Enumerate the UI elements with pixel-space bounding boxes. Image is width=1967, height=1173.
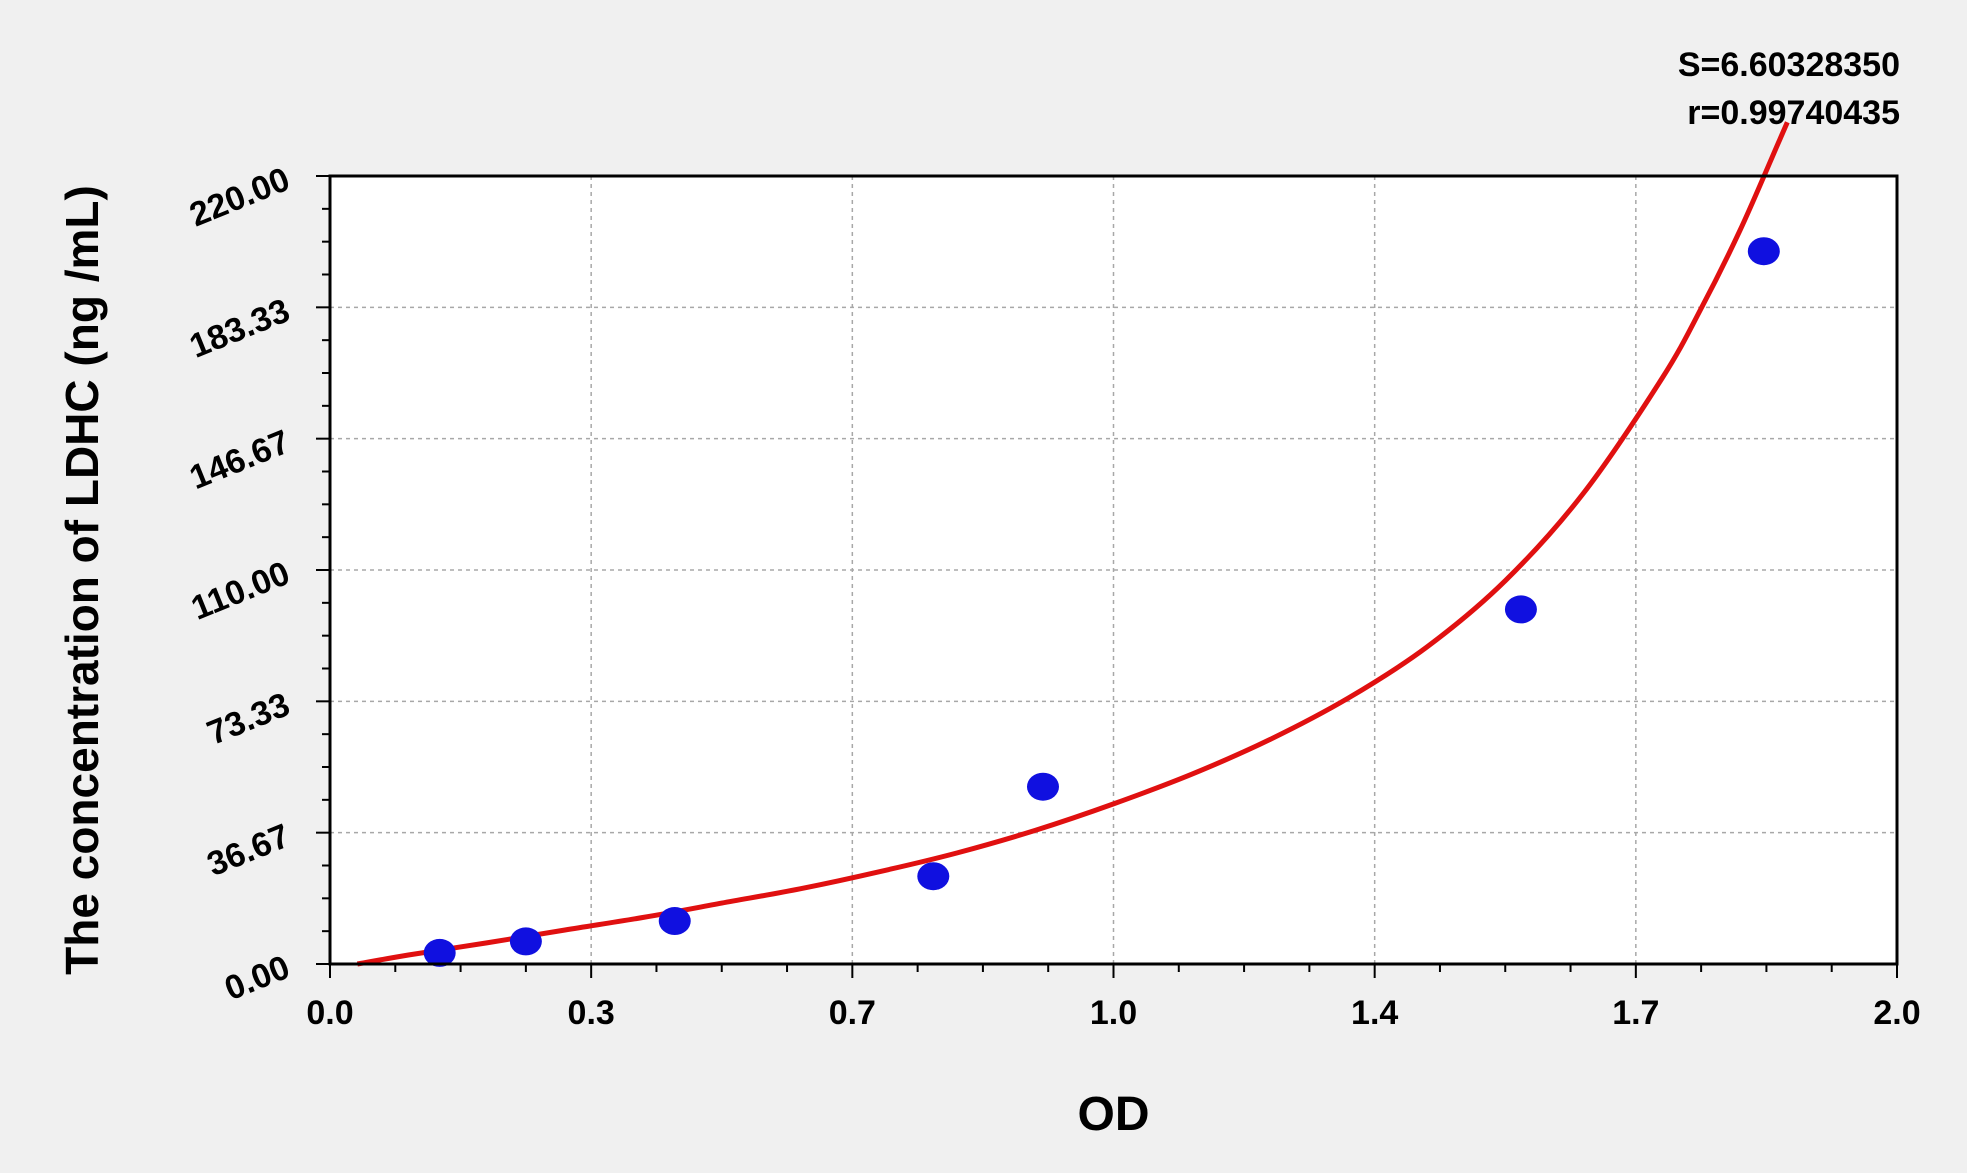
data-point — [509, 927, 542, 956]
x-tick-label: 0.0 — [306, 994, 353, 1032]
fit-curve — [356, 121, 1790, 967]
data-point — [658, 907, 691, 936]
plot-frame — [328, 174, 1899, 966]
x-axis-title: OD — [1078, 1088, 1150, 1141]
x-tick-label: 1.0 — [1090, 994, 1137, 1032]
y-axis-title: The concentration of LDHC (ng /mL) — [56, 185, 108, 975]
data-point — [1026, 772, 1059, 801]
x-tick-label: 0.7 — [829, 994, 876, 1032]
data-points — [423, 237, 1780, 967]
data-point — [917, 862, 950, 891]
x-tick-labels: 0.0 0.3 0.7 1.0 1.4 1.7 2.0 — [306, 994, 1920, 1032]
x-tick-label: 1.7 — [1612, 994, 1659, 1032]
x-tick-label: 0.3 — [568, 994, 615, 1032]
x-tick-label: 2.0 — [1873, 994, 1920, 1032]
stat-s-value: S=6.60328350 — [1678, 46, 1900, 84]
data-point — [423, 938, 456, 967]
stat-r-value: r=0.99740435 — [1687, 94, 1900, 132]
data-point — [1504, 595, 1537, 624]
x-tick-label: 1.4 — [1351, 994, 1398, 1032]
grid — [330, 176, 1897, 964]
data-point — [1747, 237, 1780, 266]
